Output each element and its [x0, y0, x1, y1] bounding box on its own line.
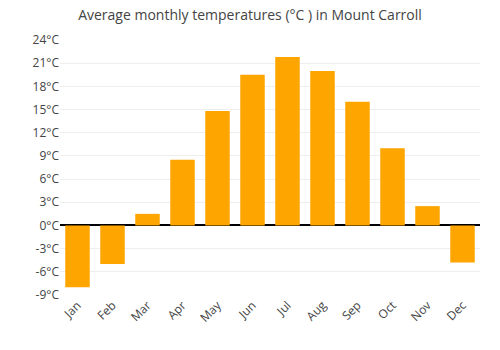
svg-text:Jul: Jul: [272, 297, 294, 319]
svg-text:0°C: 0°C: [39, 217, 59, 234]
svg-text:6°C: 6°C: [39, 170, 59, 187]
svg-text:Nov: Nov: [407, 297, 435, 325]
svg-text:21°C: 21°C: [33, 54, 60, 71]
svg-text:Aug: Aug: [302, 297, 330, 325]
svg-text:18°C: 18°C: [33, 78, 60, 95]
svg-text:Dec: Dec: [443, 297, 470, 324]
svg-text:-6°C: -6°C: [36, 263, 60, 280]
svg-text:-9°C: -9°C: [36, 286, 60, 303]
svg-text:Jun: Jun: [234, 297, 259, 322]
svg-text:Sep: Sep: [338, 297, 365, 324]
svg-text:Jan: Jan: [60, 297, 85, 322]
svg-text:12°C: 12°C: [33, 124, 60, 141]
svg-text:3°C: 3°C: [39, 193, 59, 210]
svg-text:Mar: Mar: [127, 297, 155, 325]
svg-text:Apr: Apr: [164, 297, 190, 323]
svg-text:9°C: 9°C: [39, 147, 59, 164]
svg-text:Oct: Oct: [374, 297, 400, 323]
svg-text:Feb: Feb: [93, 297, 119, 323]
svg-text:-3°C: -3°C: [36, 240, 60, 257]
svg-text:May: May: [196, 296, 225, 325]
svg-text:24°C: 24°C: [33, 31, 60, 48]
svg-text:Average monthly temperatures (: Average monthly temperatures (°C ) in Mo…: [78, 5, 422, 24]
svg-text:15°C: 15°C: [33, 101, 60, 118]
